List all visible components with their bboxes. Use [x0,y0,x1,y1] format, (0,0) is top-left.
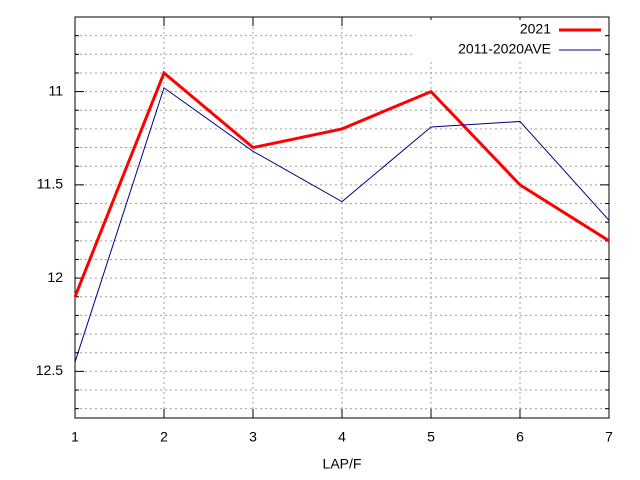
x-axis-label: LAP/F [323,456,362,472]
x-tick-label: 1 [71,429,79,445]
y-tick-label: 12 [47,269,63,285]
x-tick-label: 2 [160,429,168,445]
x-tick-label: 6 [516,429,524,445]
x-tick-label: 5 [427,429,435,445]
x-tick-label: 3 [249,429,257,445]
x-tick-label: 4 [338,429,346,445]
y-tick-label: 11.5 [37,176,63,192]
legend-label: 2011-2020AVE [458,41,551,57]
legend-box [413,20,605,60]
series-line [73,70,610,298]
x-tick-label: 7 [605,429,613,445]
y-tick-label: 12.5 [36,362,63,378]
legend-label: 2021 [520,21,551,37]
y-tick-label: 11 [48,82,63,98]
series-line [74,87,610,363]
plot-frame [74,16,610,419]
